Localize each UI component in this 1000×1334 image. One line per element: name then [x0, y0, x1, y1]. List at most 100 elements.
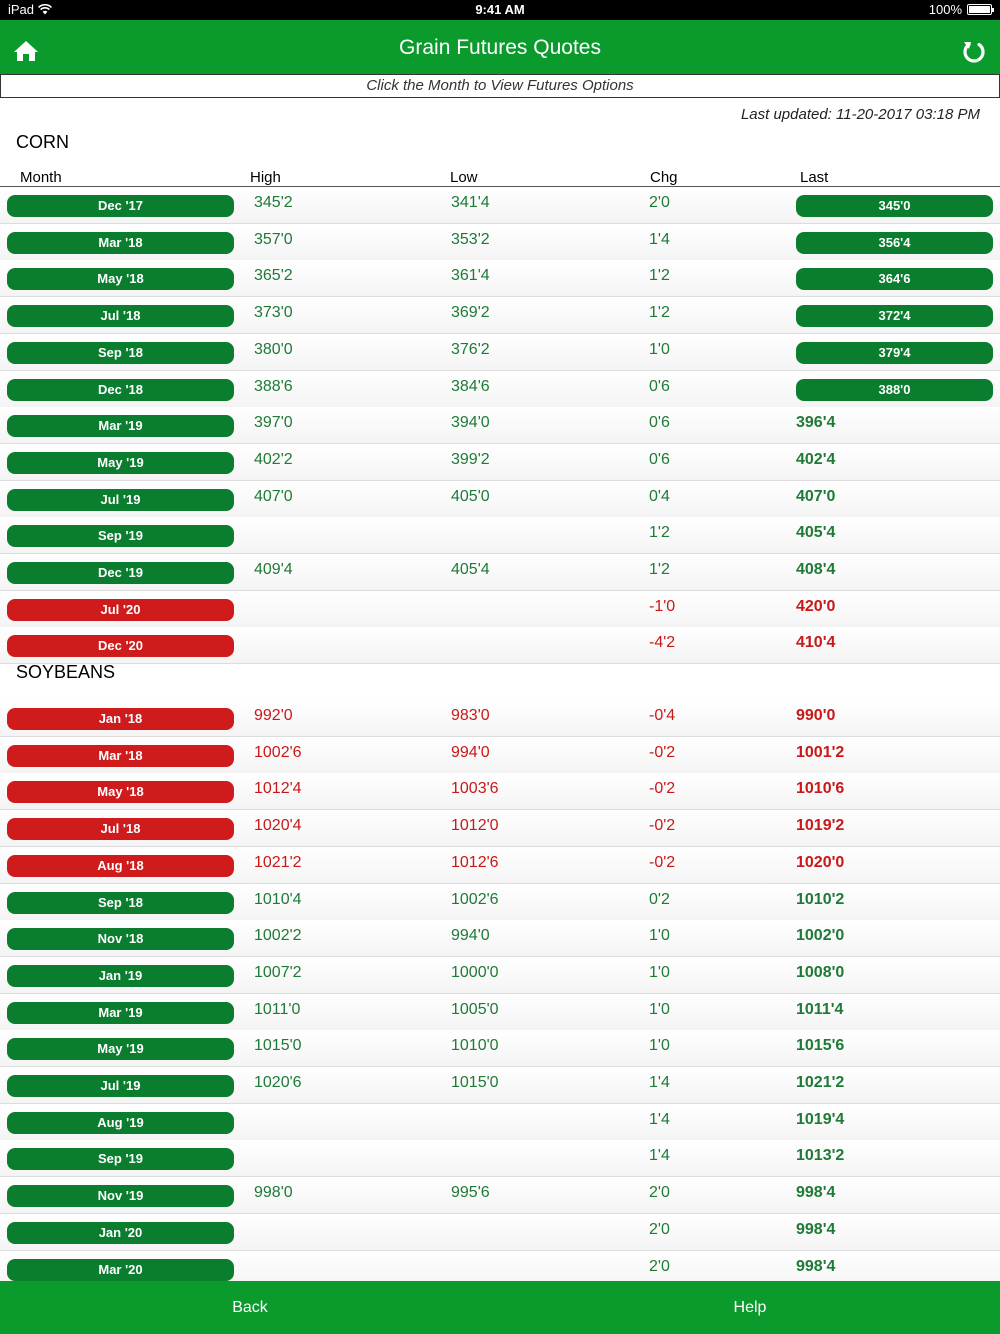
- low-value: 369'2: [451, 304, 490, 322]
- high-value: 407'0: [254, 487, 293, 505]
- month-button[interactable]: Aug '18: [7, 854, 234, 877]
- low-value: 1012'0: [451, 817, 499, 835]
- change-value: 1'0: [649, 1037, 670, 1055]
- change-value: 1'0: [649, 963, 670, 981]
- refresh-button[interactable]: [960, 38, 988, 66]
- month-button[interactable]: Jul '19: [7, 1075, 234, 1097]
- last-value: 396'4: [796, 414, 836, 432]
- last-value: 990'0: [796, 707, 836, 724]
- table-row: Jan '20 2'0 998'4: [0, 1213, 1000, 1251]
- month-button[interactable]: Nov '18: [7, 928, 234, 951]
- change-value: 2'0: [649, 194, 670, 211]
- last-value: 408'4: [796, 561, 836, 578]
- back-button[interactable]: Back: [232, 1299, 268, 1316]
- last-value: 405'4: [796, 524, 836, 542]
- change-value: 1'2: [649, 524, 670, 542]
- low-value: 1012'6: [451, 853, 499, 871]
- table-row: Mar '19 1011'0 1005'0 1'0 1011'4: [0, 993, 1000, 1031]
- change-value: -0'2: [649, 780, 676, 798]
- header-month: Month: [20, 169, 62, 186]
- high-value: 388'6: [254, 377, 293, 395]
- high-value: 1020'6: [254, 1074, 302, 1091]
- change-value: 1'2: [649, 561, 670, 578]
- month-button[interactable]: Dec '18: [7, 378, 234, 401]
- month-button[interactable]: Jul '18: [7, 305, 234, 328]
- low-value: 1010'0: [451, 1037, 499, 1055]
- month-button[interactable]: May '18: [7, 781, 234, 804]
- table-row: Jan '19 1007'2 1000'0 1'0 1008'0: [0, 956, 1000, 994]
- month-button[interactable]: Mar '18: [7, 231, 234, 254]
- change-value: 0'2: [649, 890, 670, 908]
- last-price-badge: 356'4: [796, 231, 993, 254]
- month-button[interactable]: Sep '18: [7, 891, 234, 914]
- table-row: Sep '19 1'2 405'4: [0, 517, 1000, 555]
- status-bar: iPad 9:41 AM 100%: [0, 0, 1000, 20]
- home-button[interactable]: [12, 39, 40, 63]
- last-price-badge: 388'0: [796, 378, 993, 401]
- table-row: Nov '19 998'0 995'6 2'0 998'4: [0, 1177, 1000, 1215]
- month-button[interactable]: Mar '20: [7, 1258, 234, 1281]
- last-price-badge: 364'6: [796, 268, 993, 291]
- table-row: Jul '18 1020'4 1012'0 -0'2 1019'2: [0, 810, 1000, 848]
- high-value: 998'0: [254, 1184, 293, 1202]
- section-title-corn: CORN: [16, 132, 69, 152]
- change-value: 1'2: [649, 267, 670, 285]
- table-row: Dec '17 345'2 341'4 2'0 345'0: [0, 187, 1000, 224]
- month-button[interactable]: Dec '20: [7, 635, 234, 658]
- low-value: 341'4: [451, 194, 490, 211]
- low-value: 1003'6: [451, 780, 499, 798]
- month-button[interactable]: Dec '17: [7, 195, 234, 217]
- header-last: Last: [800, 169, 829, 186]
- month-button[interactable]: Jul '18: [7, 818, 234, 841]
- change-value: -0'2: [649, 853, 676, 871]
- last-value: 420'0: [796, 597, 836, 615]
- last-updated: Last updated: 11-20-2017 03:18 PM: [740, 106, 980, 123]
- header-high: High: [250, 169, 281, 186]
- help-button[interactable]: Help: [733, 1299, 767, 1316]
- page-title: Grain Futures Quotes: [399, 36, 601, 59]
- table-row: Dec '19 409'4 405'4 1'2 408'4: [0, 554, 1000, 591]
- low-value: 1000'0: [451, 963, 499, 981]
- low-value: 399'2: [451, 450, 490, 468]
- month-button[interactable]: Jul '20: [7, 598, 234, 621]
- table-row: Mar '18 357'0 353'2 1'4 356'4: [0, 223, 1000, 261]
- battery-percent: 100%: [928, 2, 962, 17]
- high-value: 345'2: [254, 194, 293, 211]
- month-button[interactable]: Sep '19: [7, 525, 234, 548]
- month-button[interactable]: Dec '19: [7, 562, 234, 584]
- low-value: 376'2: [451, 340, 490, 358]
- low-value: 405'0: [451, 487, 490, 505]
- high-value: 409'4: [254, 561, 293, 578]
- low-value: 994'0: [451, 743, 490, 761]
- month-button[interactable]: May '18: [7, 268, 234, 291]
- low-value: 1015'0: [451, 1074, 499, 1091]
- status-right: 100%: [928, 2, 994, 17]
- month-button[interactable]: Sep '18: [7, 341, 234, 364]
- last-price-badge: 372'4: [796, 305, 993, 328]
- change-value: -0'2: [649, 743, 676, 761]
- header-low: Low: [450, 169, 478, 186]
- month-button[interactable]: Mar '19: [7, 415, 234, 438]
- home-icon: [14, 41, 38, 61]
- month-button[interactable]: Nov '19: [7, 1185, 234, 1208]
- month-button[interactable]: Jan '18: [7, 708, 234, 730]
- high-value: 1010'4: [254, 890, 302, 908]
- month-button[interactable]: Aug '19: [7, 1111, 234, 1134]
- low-value: 994'0: [451, 927, 490, 945]
- low-value: 353'2: [451, 230, 490, 248]
- table-row: Dec '20 -4'2 410'4: [0, 627, 1000, 665]
- high-value: 380'0: [254, 340, 293, 358]
- month-button[interactable]: May '19: [7, 451, 234, 474]
- month-button[interactable]: Jul '19: [7, 488, 234, 511]
- month-button[interactable]: Jan '19: [7, 964, 234, 987]
- low-value: 1005'0: [451, 1000, 499, 1018]
- month-button[interactable]: Sep '19: [7, 1148, 234, 1171]
- change-value: 1'0: [649, 340, 670, 358]
- month-button[interactable]: Mar '19: [7, 1001, 234, 1024]
- high-value: 365'2: [254, 267, 293, 285]
- month-button[interactable]: May '19: [7, 1038, 234, 1061]
- last-value: 1010'2: [796, 890, 845, 908]
- high-value: 1002'2: [254, 927, 302, 945]
- month-button[interactable]: Jan '20: [7, 1221, 234, 1244]
- month-button[interactable]: Mar '18: [7, 744, 234, 767]
